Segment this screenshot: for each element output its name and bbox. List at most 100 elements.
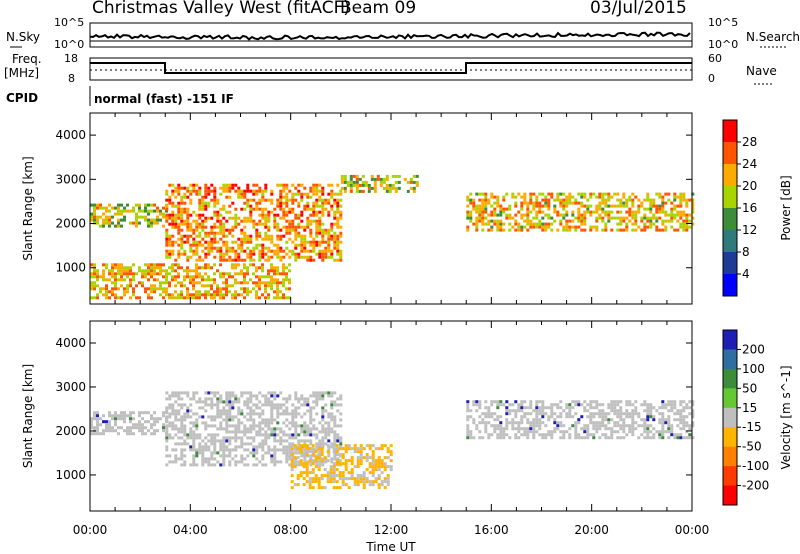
scatter-cell: [303, 412, 307, 416]
scatter-cell: [207, 424, 211, 428]
scatter-cell: [111, 206, 114, 210]
scatter-cell: [198, 240, 202, 244]
scatter-cell: [664, 418, 668, 422]
freq-panel-frame: [89, 57, 693, 81]
scatter-cell: [294, 225, 298, 229]
scatter-cell: [315, 463, 319, 467]
scatter-cell: [619, 427, 623, 431]
scatter-cell: [330, 418, 334, 422]
scatter-cell: [502, 195, 506, 199]
scatter-cell: [102, 263, 105, 267]
scatter-cell: [385, 189, 389, 193]
scatter-cell: [246, 255, 250, 259]
scatter-cell: [234, 216, 238, 220]
scatter-cell: [315, 240, 319, 244]
scatter-cell: [273, 439, 277, 443]
scatter-cell: [505, 433, 509, 437]
scatter-cell: [652, 204, 656, 208]
scatter-cell: [246, 442, 250, 446]
scatter-cell: [105, 221, 108, 225]
scatter-cell: [308, 471, 312, 475]
scatter-cell: [595, 406, 599, 410]
scatter-cell: [661, 228, 665, 232]
scatter-cell: [249, 424, 253, 428]
scatter-cell: [165, 424, 169, 428]
scatter-cell: [276, 421, 280, 425]
scatter-cell: [679, 204, 683, 208]
scatter-cell: [237, 418, 241, 422]
colorbar-tick-label: 50: [742, 381, 757, 395]
scatter-cell: [165, 397, 169, 401]
scatter-cell: [138, 215, 141, 219]
scatter-cell: [640, 219, 644, 223]
scatter-cell: [237, 409, 241, 413]
scatter-cell: [571, 195, 575, 199]
scatter-cell: [171, 296, 174, 300]
nsky-tick-bottom: 10^0: [54, 38, 85, 51]
scatter-cell: [679, 436, 683, 440]
scatter-cell: [195, 400, 199, 404]
colorbar-tick-label: -200: [742, 479, 769, 493]
scatter-cell: [496, 195, 500, 199]
scatter-cell: [586, 427, 590, 431]
scatter-cell: [186, 442, 190, 446]
scatter-cell: [604, 201, 608, 205]
scatter-cell: [171, 240, 175, 244]
scatter-cell: [180, 216, 184, 220]
scatter-cell: [589, 418, 593, 422]
scatter-cell: [315, 412, 319, 416]
scatter-cell: [333, 436, 337, 440]
scatter-cell: [192, 454, 196, 458]
scatter-cell: [499, 400, 503, 404]
scatter-cell: [526, 216, 530, 220]
scatter-cell: [198, 255, 202, 259]
scatter-cell: [484, 412, 488, 416]
scatter-cell: [117, 218, 120, 222]
scatter-cell: [574, 427, 578, 431]
scatter-cell: [610, 436, 614, 440]
scatter-cell: [255, 207, 259, 211]
scatter-cell: [568, 192, 572, 196]
scatter-cell: [213, 222, 217, 226]
scatter-cell: [466, 433, 470, 437]
scatter-cell: [312, 213, 316, 217]
scatter-cell: [252, 281, 255, 285]
scatter-cell: [93, 215, 96, 219]
scatter-cell: [622, 195, 626, 199]
scatter-cell: [496, 406, 500, 410]
scatter-cell: [150, 287, 153, 291]
colorbar-swatch: [723, 349, 737, 370]
scatter-cell: [117, 417, 120, 421]
scatter-cell: [189, 415, 193, 419]
scatter-cell: [165, 234, 169, 238]
scatter-cell: [183, 249, 187, 253]
scatter-cell: [317, 483, 321, 487]
scatter-cell: [317, 477, 321, 481]
scatter-cell: [610, 427, 614, 431]
scatter-cell: [595, 403, 599, 407]
scatter-cell: [147, 269, 150, 273]
scatter-cell: [385, 183, 389, 187]
scatter-cell: [318, 219, 322, 223]
scatter-cell: [132, 287, 135, 291]
scatter-cell: [356, 480, 360, 484]
scatter-cell: [658, 207, 662, 211]
scatter-cell: [168, 222, 172, 226]
scatter-cell: [333, 421, 337, 425]
scatter-cell: [300, 403, 304, 407]
scatter-cell: [529, 424, 533, 428]
scatter-cell: [373, 183, 377, 187]
scatter-cell: [186, 258, 190, 262]
scatter-cell: [99, 287, 102, 291]
scatter-cell: [207, 252, 211, 256]
scatter-cell: [195, 418, 199, 422]
scatter-cell: [314, 450, 318, 454]
scatter-cell: [332, 447, 336, 451]
scatter-cell: [346, 180, 350, 184]
scatter-cell: [171, 394, 175, 398]
scatter-cell: [347, 447, 351, 451]
scatter-cell: [207, 439, 211, 443]
scatter-cell: [243, 457, 247, 461]
scatter-cell: [171, 243, 175, 247]
scatter-cell: [231, 284, 234, 288]
